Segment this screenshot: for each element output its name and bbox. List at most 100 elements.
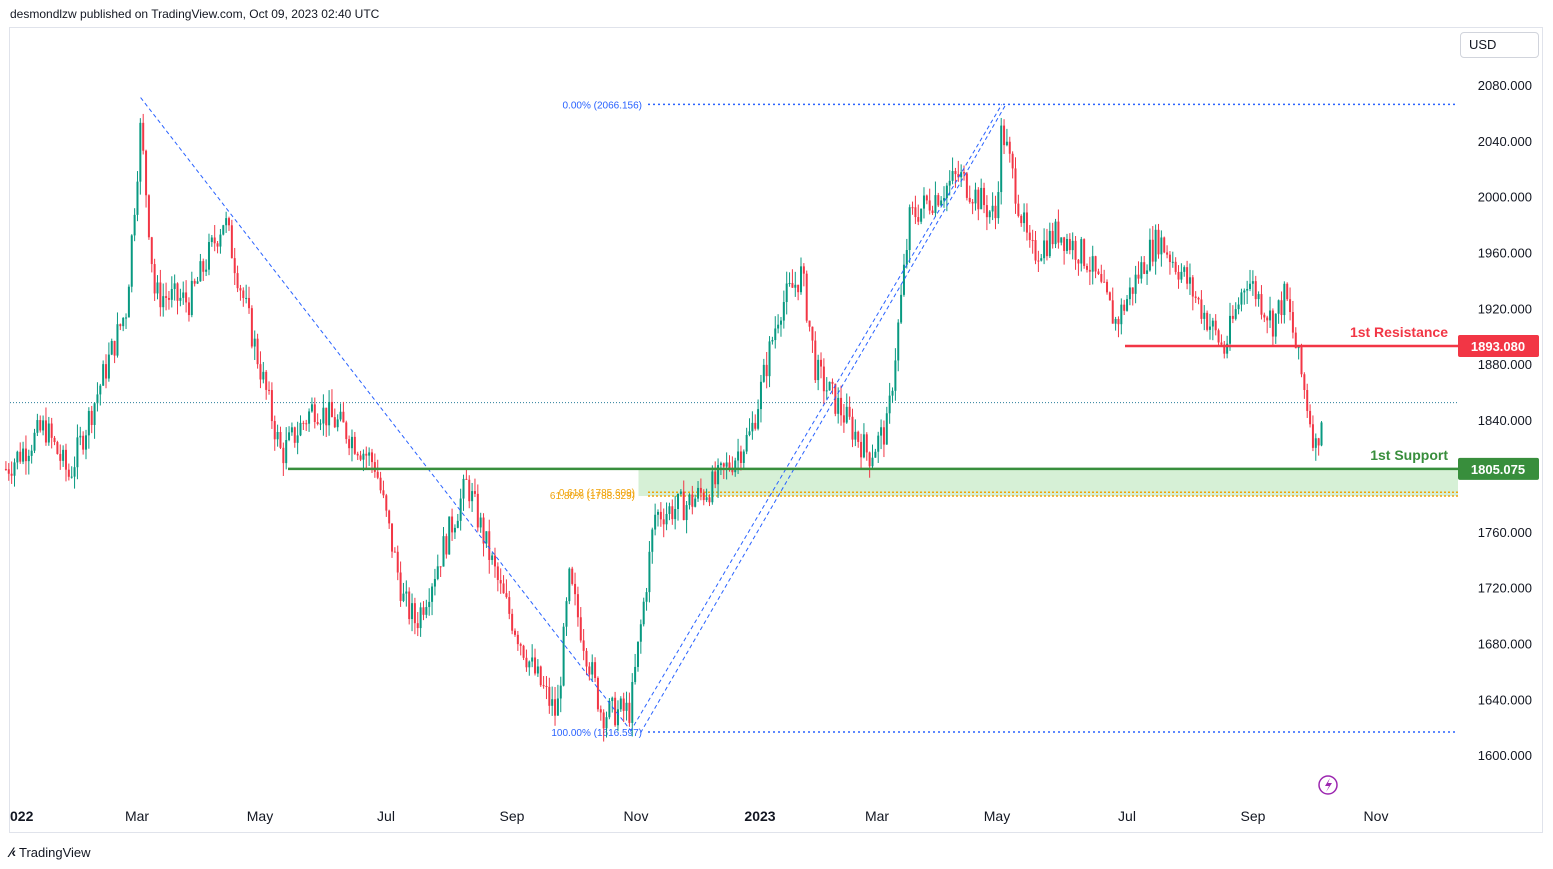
currency-selector[interactable]: USD: [1460, 32, 1539, 58]
candle-down: [279, 432, 282, 448]
y-tick-label: 2080.000: [1478, 78, 1532, 93]
candle-up: [668, 506, 671, 514]
candle-down: [1197, 297, 1200, 300]
candle-up: [190, 280, 193, 316]
candle-up: [84, 435, 87, 450]
candle-down: [496, 566, 499, 581]
candle-down: [293, 427, 296, 443]
candle-down: [1166, 252, 1169, 255]
candle-down: [1220, 342, 1223, 345]
candle-up: [285, 440, 288, 464]
candle-up: [777, 324, 780, 329]
candle-up: [1251, 281, 1254, 284]
candle-down: [1106, 281, 1109, 293]
candle-down: [582, 640, 585, 651]
candle-up: [817, 359, 820, 381]
candle-up: [322, 407, 325, 424]
candle-up: [328, 401, 331, 426]
candle-down: [1163, 237, 1166, 253]
candle-up: [207, 242, 210, 270]
candle-up: [479, 517, 482, 528]
axes: 2080.000 2040.000 2000.000 1960.000 1920.000…: [10, 78, 1532, 824]
candle-up: [1114, 318, 1117, 324]
candle-up: [1126, 299, 1129, 311]
candle-down: [682, 491, 685, 521]
candle-down: [1117, 318, 1120, 325]
candle-up: [677, 493, 680, 510]
candle-up: [1134, 274, 1137, 294]
x-tick-label: Sep: [500, 808, 525, 824]
candle-up: [73, 467, 76, 477]
candle-up: [79, 435, 82, 438]
candle-up: [779, 320, 782, 325]
candle-up: [679, 491, 682, 494]
candle-up: [319, 423, 322, 425]
candle-up: [645, 592, 648, 602]
candle-down: [388, 510, 391, 524]
candle-up: [591, 662, 594, 675]
candle-down: [493, 555, 496, 567]
candle-down: [925, 195, 928, 201]
candle-up: [1188, 277, 1191, 284]
candle-up: [96, 394, 99, 404]
reference-lines: 0.00% (2066.156) 100.00% (1616.597) 0.618 …: [10, 100, 1458, 739]
candle-down: [342, 411, 345, 423]
candle-up: [894, 360, 897, 391]
y-tick-label: 2000.000: [1478, 190, 1532, 205]
candle-down: [391, 523, 394, 552]
candle-down: [882, 427, 885, 445]
lightning-icon-ring: [1318, 775, 1338, 795]
candle-up: [42, 420, 45, 431]
candle-down: [1303, 374, 1306, 391]
candle-up: [1080, 239, 1083, 264]
candle-down: [167, 297, 170, 300]
candle-down: [702, 492, 705, 501]
candle-down: [842, 415, 845, 423]
candle-up: [737, 451, 740, 461]
lightning-icon: [1318, 775, 1338, 795]
candle-down: [1003, 125, 1006, 146]
candle-down: [599, 709, 602, 713]
x-tick-label: Jul: [377, 808, 395, 824]
candle-up: [742, 451, 745, 463]
candle-down: [983, 187, 986, 206]
candle-up: [1071, 240, 1074, 251]
candle-up: [874, 451, 877, 458]
tradingview-logo[interactable]: ⁄‹ TradingView: [10, 844, 91, 860]
x-tick-label: Jul: [1118, 808, 1136, 824]
brand-name: TradingView: [19, 844, 91, 860]
candle-down: [765, 364, 768, 377]
candle-up: [110, 340, 113, 355]
candle-down: [193, 280, 196, 284]
candle-down: [270, 390, 273, 422]
candle-down: [67, 469, 70, 477]
candle-up: [651, 529, 654, 552]
candle-up: [485, 531, 488, 544]
candle-up: [76, 437, 79, 468]
trendline: [629, 104, 1003, 732]
candle-up: [405, 591, 408, 594]
candle-down: [505, 593, 508, 598]
publish-info: desmondlzw published on TradingView.com,…: [10, 7, 380, 21]
candle-down: [840, 397, 843, 416]
candle-down: [316, 422, 319, 425]
candle-down: [1168, 254, 1171, 263]
candle-up: [47, 423, 50, 443]
candle-up: [568, 568, 571, 602]
candle-up: [1243, 290, 1246, 293]
candle-down: [928, 200, 931, 211]
candle-down: [233, 258, 236, 274]
candle-up: [751, 422, 754, 432]
candle-up: [1140, 262, 1143, 279]
candle-up: [854, 431, 857, 440]
candle-up: [705, 497, 708, 501]
candle-down: [1280, 300, 1283, 316]
candle-up: [1054, 221, 1057, 245]
candle-down: [376, 471, 379, 478]
candle-up: [139, 122, 142, 182]
candle-up: [122, 317, 125, 327]
candle-down: [954, 171, 957, 175]
candle-down: [977, 189, 980, 210]
candle-down: [64, 449, 67, 470]
